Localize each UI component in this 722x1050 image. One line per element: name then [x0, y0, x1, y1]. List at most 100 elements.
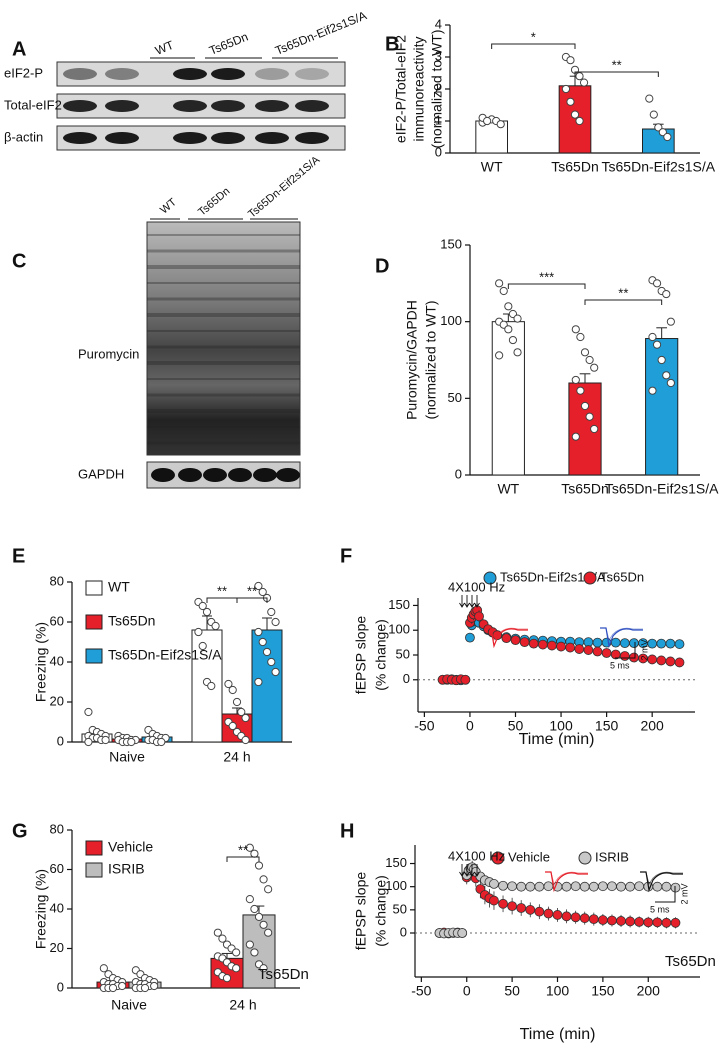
data-point — [525, 881, 536, 892]
stimulus-arrow — [459, 595, 465, 608]
y-tick-label: 2 — [435, 80, 442, 95]
annotation: 4X100 Hz — [448, 579, 505, 594]
data-point — [574, 644, 585, 654]
data-point — [616, 916, 626, 926]
blot-band — [255, 68, 289, 80]
data-point — [150, 981, 159, 991]
panel-letter: A — [12, 38, 26, 60]
blot-band — [295, 68, 329, 80]
data-point — [674, 657, 685, 668]
data-point — [264, 928, 273, 937]
x-tick-label: Ts65Dn — [561, 481, 608, 497]
data-point — [198, 601, 207, 611]
x-tick-label: -50 — [411, 983, 431, 999]
annotation: 4X100 Hz — [448, 848, 505, 863]
stimulus-arrow — [459, 864, 465, 877]
data-point — [566, 97, 575, 106]
data-point — [232, 948, 241, 957]
x-tick-label: Ts65Dn-Eif2s1S/A — [602, 159, 716, 175]
data-point — [495, 279, 504, 288]
blot-row-label: Total-eIF2 — [4, 97, 62, 112]
data-point — [224, 679, 233, 689]
data-point — [241, 713, 250, 723]
data-point — [652, 340, 662, 349]
x-tick-label: -50 — [414, 718, 434, 734]
data-point — [254, 912, 264, 922]
bar — [491, 321, 525, 476]
data-point — [588, 881, 599, 892]
data-point — [254, 861, 264, 870]
data-point — [250, 849, 259, 858]
data-point — [579, 78, 589, 87]
y-tick-label: 40 — [50, 653, 64, 668]
y-axis-label: Puromycin/GAPDH — [404, 300, 420, 420]
data-point — [211, 621, 220, 631]
y-tick-label: 4 — [435, 16, 442, 31]
trace — [640, 871, 683, 893]
legend-label: Vehicle — [508, 849, 550, 864]
scale-label: 5 ms — [650, 904, 670, 914]
y-axis-label: fEPSP slope — [353, 616, 369, 695]
data-point — [571, 375, 580, 385]
blot-band — [63, 132, 97, 144]
panel-letter: G — [12, 820, 28, 842]
data-point — [259, 920, 268, 929]
data-point — [592, 646, 603, 657]
data-point — [127, 737, 136, 747]
x-tick-label: Naive — [111, 997, 147, 1013]
y-tick-label: 80 — [50, 573, 64, 588]
data-point — [657, 355, 666, 365]
y-tick-label: 100 — [440, 313, 462, 328]
x-tick-label: 50 — [508, 718, 524, 734]
data-point — [510, 635, 521, 646]
y-tick-label: 100 — [388, 622, 410, 637]
data-point — [498, 898, 508, 909]
blot-band — [63, 100, 97, 112]
lane-label: WT — [153, 38, 176, 58]
x-tick-label: 150 — [591, 983, 615, 999]
data-point — [649, 110, 658, 119]
x-axis-label: Time (min) — [520, 1026, 596, 1043]
panel-letter: B — [385, 33, 399, 55]
data-point — [645, 94, 654, 103]
data-point — [648, 332, 657, 342]
data-point — [516, 881, 527, 892]
significance-bracket — [491, 43, 576, 49]
data-point — [592, 637, 603, 648]
data-point — [108, 983, 118, 993]
y-axis-label: (% change) — [373, 619, 389, 691]
data-point — [101, 735, 110, 745]
data-point — [534, 881, 545, 892]
data-point — [570, 881, 581, 892]
data-point — [218, 934, 227, 943]
panel-letter: D — [375, 255, 389, 277]
data-point — [652, 881, 663, 892]
data-point — [495, 351, 504, 360]
data-point — [597, 915, 608, 925]
significance-label: ** — [247, 583, 257, 598]
data-point — [566, 56, 575, 65]
blot-band — [211, 68, 245, 80]
legend-swatch — [85, 648, 103, 664]
data-point — [652, 917, 663, 928]
data-point — [118, 981, 127, 991]
blot-band — [105, 100, 139, 112]
x-tick-label: 150 — [595, 718, 619, 734]
y-tick-label: 50 — [396, 646, 410, 661]
legend-label: ISRIB — [595, 849, 629, 864]
data-point — [250, 904, 259, 914]
y-tick-label: 0 — [400, 924, 407, 939]
data-point — [245, 843, 254, 852]
data-point — [670, 917, 681, 928]
data-point — [585, 355, 594, 365]
data-point — [652, 279, 662, 288]
trace — [600, 627, 643, 649]
x-tick-label: 24 h — [229, 997, 256, 1013]
data-point — [84, 707, 93, 717]
data-point — [264, 885, 273, 894]
legend-marker — [578, 851, 592, 865]
data-point — [519, 637, 530, 648]
y-tick-label: 0 — [57, 733, 64, 748]
data-point — [254, 677, 263, 687]
data-point — [513, 314, 522, 323]
